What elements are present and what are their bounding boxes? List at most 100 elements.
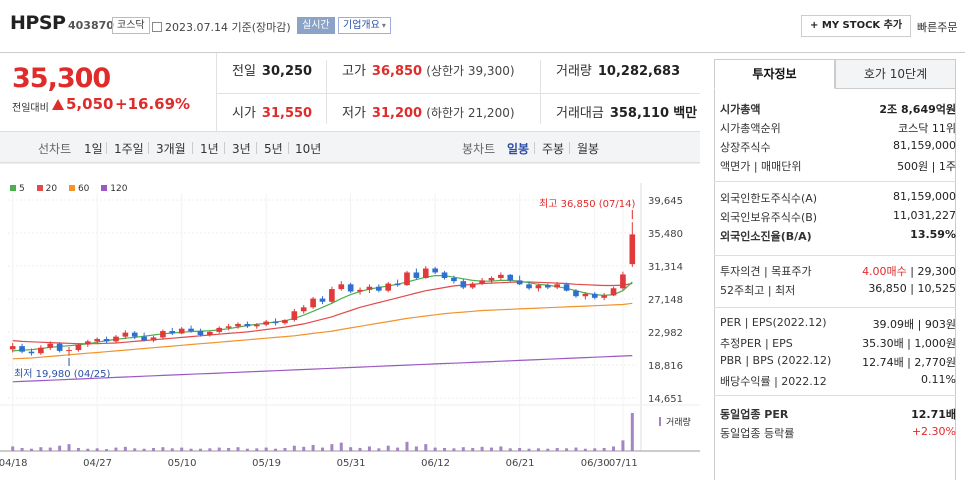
candle-body	[376, 286, 382, 291]
y-tick-label: 14,651	[648, 394, 683, 405]
tab-line-chart[interactable]: 선차트	[38, 142, 72, 156]
candle-body	[131, 332, 138, 337]
volume-bar	[39, 447, 43, 451]
side-row: PBR | BPS (2022.12) 12.74배 | 2,770원	[720, 352, 956, 371]
tab-3year[interactable]: 3년	[232, 142, 251, 156]
tab-10year[interactable]: 10년	[295, 142, 322, 156]
candle-body	[366, 286, 373, 290]
legend-swatch-icon	[101, 185, 108, 191]
volume-bar	[555, 447, 559, 451]
side-row: 추정PER | EPS 35.30배 | 1,000원	[720, 333, 956, 352]
candle-body	[150, 337, 157, 341]
volume-bar	[621, 440, 625, 451]
tab-daily[interactable]: 일봉	[507, 142, 530, 156]
volume-bar	[264, 447, 268, 451]
amount-stat: 거래대금 358,110 백만	[556, 106, 698, 121]
tab-investment-info[interactable]: 투자정보	[714, 59, 835, 89]
side-divider	[714, 181, 956, 182]
ma20-line	[12, 281, 633, 345]
candle-body	[235, 323, 241, 327]
calendar-icon	[152, 22, 162, 32]
realtime-button[interactable]: 실시간	[297, 17, 335, 34]
volume-bar	[367, 446, 371, 451]
side-row-label: 투자의견 | 목표주가	[720, 265, 812, 278]
candle-body	[300, 307, 307, 312]
candle-body	[188, 328, 194, 332]
volume-bar	[114, 447, 118, 451]
quick-order-link[interactable]: 빠른주문	[917, 21, 958, 34]
divider	[216, 53, 217, 131]
candle-body	[620, 274, 626, 289]
tab-5year[interactable]: 5년	[264, 142, 283, 156]
investment-panel: 투자정보 호가 10단계 시가총액 2조 8,649억원 시가총액순위 코스닥 11위…	[714, 59, 956, 480]
legend-swatch-icon	[10, 185, 16, 191]
tab-candle-chart[interactable]: 봉차트	[462, 142, 496, 156]
candle-body	[75, 344, 82, 351]
tab-1week[interactable]: 1주일	[114, 142, 144, 156]
tab-1day[interactable]: 1일	[84, 142, 103, 156]
side-row-value: 0.11%	[921, 373, 956, 386]
market-badge: 코스닥	[112, 17, 150, 34]
candle-body	[460, 281, 467, 288]
volume-stat: 거래량 10,282,683	[556, 64, 681, 79]
x-tick-label: 06/12	[421, 458, 450, 469]
divider	[216, 93, 700, 94]
tab-monthly[interactable]: 월봉	[577, 142, 600, 156]
x-tick-label: 07/11	[609, 458, 638, 469]
tab-orderbook[interactable]: 호가 10단계	[835, 59, 956, 89]
volume-bar	[321, 447, 324, 451]
candle-body	[19, 346, 25, 352]
side-row-value: 11,031,227	[893, 209, 956, 222]
volume-bar	[133, 448, 137, 451]
tab-weekly[interactable]: 주봉	[542, 142, 565, 156]
volume-bar	[236, 447, 240, 451]
ma60-line	[12, 302, 633, 360]
company-info-button[interactable]: 기업개요 ▾	[338, 17, 391, 34]
side-row: 액면가 | 매매단위 500원 | 1주	[720, 156, 956, 175]
tab-1year[interactable]: 1년	[200, 142, 219, 156]
volume-bar	[527, 448, 531, 451]
volume-bar	[546, 448, 550, 451]
stock-name: HPSP	[10, 12, 66, 34]
x-tick-label: 05/10	[168, 458, 197, 469]
legend-ma120: 120	[101, 184, 127, 194]
side-row-value: 39.09배 | 903원	[872, 318, 956, 331]
side-row-label: 상장주식수	[720, 141, 771, 154]
add-mystock-button[interactable]: + MY STOCK 추가	[801, 15, 912, 37]
volume-bar	[518, 447, 522, 451]
side-row-value: 4.00매수 | 29,300	[862, 265, 956, 278]
side-row: 외국인소진율(B/A) 13.59%	[720, 226, 956, 245]
volume-bar	[612, 446, 616, 451]
volume-bar	[593, 448, 597, 451]
chevron-down-icon: ▾	[381, 21, 386, 30]
candlestick-chart[interactable]: 39,645 35,480 31,314 27,148 22,982 18,816 14,6…	[0, 163, 700, 480]
candle-body	[526, 284, 532, 289]
candle-body	[47, 343, 54, 348]
volume-bar	[245, 448, 249, 451]
candle-body	[488, 277, 495, 281]
volume-bar	[480, 446, 484, 451]
side-row: PER | EPS(2022.12) 39.09배 | 903원	[720, 314, 956, 333]
tab-3month[interactable]: 3개월	[156, 142, 186, 156]
side-divider	[714, 395, 956, 396]
legend-swatch-icon	[36, 185, 43, 191]
candle-body	[28, 351, 35, 354]
candle-body	[9, 346, 16, 350]
volume-bar	[227, 447, 231, 451]
side-row-value: +2.30%	[911, 425, 956, 438]
period-tabs: 선차트 1일 1주일 3개월 1년 3년 5년 10년 봉차트 일봉 주봉 월봉	[0, 131, 700, 163]
date-text: 2023.07.14 기준(장마감)	[165, 21, 291, 34]
candle-body	[629, 234, 636, 265]
legend-ma5: 5	[10, 184, 25, 194]
candle-body	[498, 274, 504, 278]
x-tick-label: 06/21	[506, 458, 535, 469]
header-divider	[0, 52, 965, 53]
min-annotation: 최저 19,980 (04/25)	[14, 368, 110, 380]
candle-body	[394, 283, 401, 286]
up-triangle-icon	[52, 99, 64, 110]
volume-bar	[105, 449, 109, 451]
y-tick-label: 35,480	[648, 229, 683, 240]
volume-bar	[377, 448, 381, 451]
candle-body	[282, 319, 288, 324]
ma-legend: 5 20 60 120	[10, 184, 136, 194]
